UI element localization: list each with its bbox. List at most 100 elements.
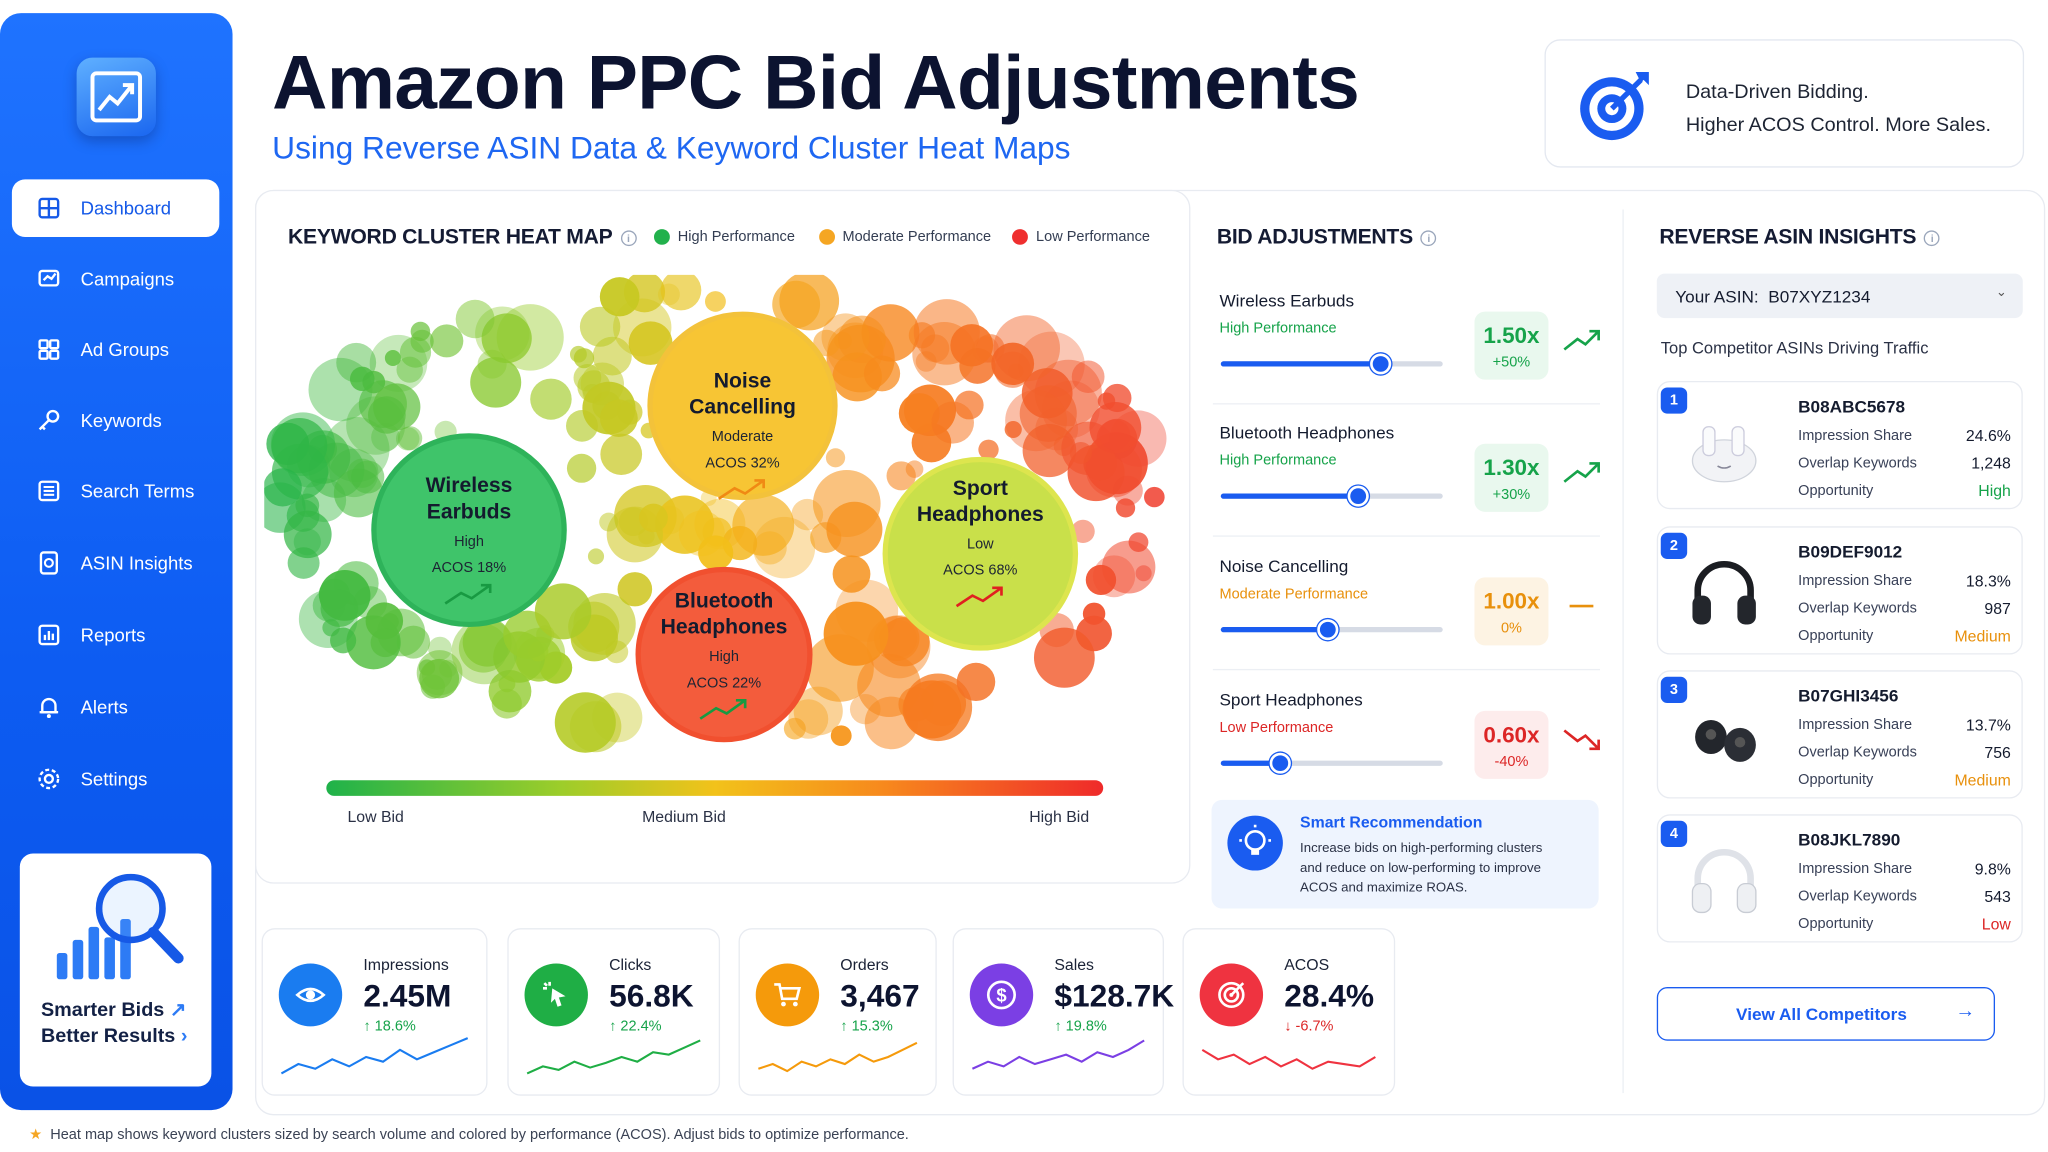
sidebar-item-dashboard[interactable]: Dashboard [11,179,220,237]
cluster-perf: High [454,534,484,550]
info-icon[interactable]: i [620,230,637,246]
growth-chart-icon [90,71,143,123]
bid-slider-handle[interactable] [1316,619,1338,641]
kpi-sparkline [280,1037,469,1075]
competitor-asin[interactable]: B08JKL7890 [1798,829,1901,850]
kpi-card-orders[interactable]: Orders 3,467 ↑ 15.3% [738,928,937,1096]
rank-badge: 4 [1660,820,1688,847]
sidebar-item-alerts[interactable]: Alerts [12,678,219,736]
impression-share-value: 24.6% [1965,426,2011,446]
cluster-bubble[interactable] [647,311,838,501]
impression-share-label: Impression Share [1798,573,1913,590]
kpi-sparkline [526,1039,701,1075]
cluster-bubble[interactable] [635,566,813,743]
legend-dot-high [653,229,670,245]
keyword-bubble [1144,486,1165,508]
bid-performance: Low Performance [1219,720,1334,736]
keyword-bubble [838,315,886,364]
sidebar-item-settings[interactable]: Settings [12,750,219,808]
sidebar-item-reports[interactable]: Reports [12,606,219,664]
kpi-card-sales[interactable]: $ Sales $128.7K ↑ 19.8% [952,928,1174,1096]
keyword-bubble [823,601,889,666]
tagline-text: Data-Driven Bidding. Higher ACOS Control… [1685,81,1991,137]
cluster-name: Noise [713,370,772,393]
keyword-bubble [863,355,901,392]
cursor-click-icon [524,963,588,1027]
multiplier-percent: -40% [1494,754,1529,770]
bid-keyword-name: Noise Cancelling [1219,556,1349,577]
rank-badge: 2 [1660,532,1688,559]
cluster-label[interactable]: Noise Cancelling Moderate ACOS 32% [650,369,835,509]
kpi-sparkline [758,1041,918,1073]
overlap-keywords-label: Overlap Keywords [1798,744,1917,761]
keyword-bubble [931,401,974,444]
cluster-bubble[interactable] [371,433,567,628]
bid-keyword-name: Bluetooth Headphones [1219,422,1395,443]
keyword-bubble [395,427,420,451]
kpi-card-clicks[interactable]: Clicks 56.8K ↑ 22.4% [507,928,721,1096]
kpi-change: ↑ 18.6% [363,1018,416,1035]
bid-slider-handle[interactable] [1347,485,1369,507]
competitor-asin[interactable]: B07GHI3456 [1798,685,1899,706]
competitor-asin[interactable]: B09DEF9012 [1798,541,1903,562]
bid-slider-handle[interactable] [1370,353,1392,375]
legend-dot-low [1012,229,1029,245]
cluster-label[interactable]: Bluetooth Headphones High ACOS 22% [632,589,817,729]
sidebar-item-campaigns[interactable]: Campaigns [12,250,219,308]
bid-scale-bar [326,780,1104,796]
grid-icon [38,197,60,219]
keyword-bubble [628,321,673,365]
cluster-perf: Moderate [711,429,774,446]
kpi-value: 28.4% [1284,979,1375,1015]
keyword-bubble [732,494,795,556]
bid-slider-track[interactable] [1220,760,1443,766]
trend-flat-icon [1569,604,1594,608]
competitor-card[interactable]: 1 B08ABC5678 Impression Share 24.6% Over… [1656,380,2023,510]
cluster-label[interactable]: Sport Headphones Low ACOS 68% [888,477,1073,617]
sidebar-item-ad-groups[interactable]: Ad Groups [12,321,219,379]
keyword-bubble [481,313,532,364]
sidebar-item-label: Campaigns [80,268,175,290]
arrow-up-icon: ↑ [609,1018,617,1035]
keyword-bubble [991,342,1035,386]
kpi-label: Impressions [363,955,449,974]
kpi-card-impressions[interactable]: Impressions 2.45M ↑ 18.6% [261,928,488,1096]
sidebar-item-asin-insights[interactable]: ASIN Insights [12,534,219,592]
kpi-change: ↓ -6.7% [1284,1018,1334,1035]
bid-multiplier: 0.60x -40% [1474,710,1549,779]
bid-slider-handle[interactable] [1270,752,1292,774]
opportunity-value: Medium [1954,627,2011,646]
keyword-bubble [783,717,806,740]
keyword-bubble [678,510,725,557]
your-asin-select[interactable]: Your ASIN: B07XYZ1234 ⌄ [1656,273,2023,319]
sidebar-item-search-terms[interactable]: Search Terms [12,462,219,520]
scale-high-label: High Bid [1029,807,1090,827]
keyword-bubble [430,324,464,358]
sidebar-item-keywords[interactable]: Keywords [12,391,219,449]
cluster-bubble[interactable] [882,456,1079,651]
overlap-keywords-value: 987 [1984,599,2011,618]
keyword-bubble [530,378,572,420]
product-image [1692,560,1756,625]
bell-icon [39,697,59,719]
app-logo[interactable] [76,57,156,137]
view-all-competitors-button[interactable]: View All Competitors → [1656,987,1996,1041]
rank-badge: 3 [1660,676,1688,703]
footer-note: ★ Heat map shows keyword clusters sized … [29,1127,909,1143]
opportunity-value: High [1978,481,2011,501]
kpi-card-acos[interactable]: ACOS 28.4% ↓ -6.7% [1182,928,1396,1096]
competitor-card[interactable]: 4 B08JKL7890 Impression Share 9.8% Overl… [1656,814,2023,943]
promo-card[interactable]: Smarter Bids ↗ Better Results › [19,853,212,1087]
keyword-bubble [365,602,404,640]
competitor-card[interactable]: 3 B07GHI3456 Impression Share 13.7% Over… [1656,670,2023,799]
competitor-asin[interactable]: B08ABC5678 [1798,396,1906,417]
keyword-bubble [599,399,638,437]
competitor-card[interactable]: 2 B09DEF9012 Impression Share 18.3% Over… [1656,526,2023,655]
info-icon[interactable]: i [1420,230,1437,246]
kpi-change: ↑ 22.4% [609,1018,662,1035]
eye-icon [278,963,343,1027]
cluster-name: Bluetooth [674,590,774,613]
bubble-field [264,274,1167,753]
cluster-label[interactable]: Wireless Earbuds High ACOS 18% [377,474,562,614]
info-icon[interactable]: i [1924,230,1940,246]
